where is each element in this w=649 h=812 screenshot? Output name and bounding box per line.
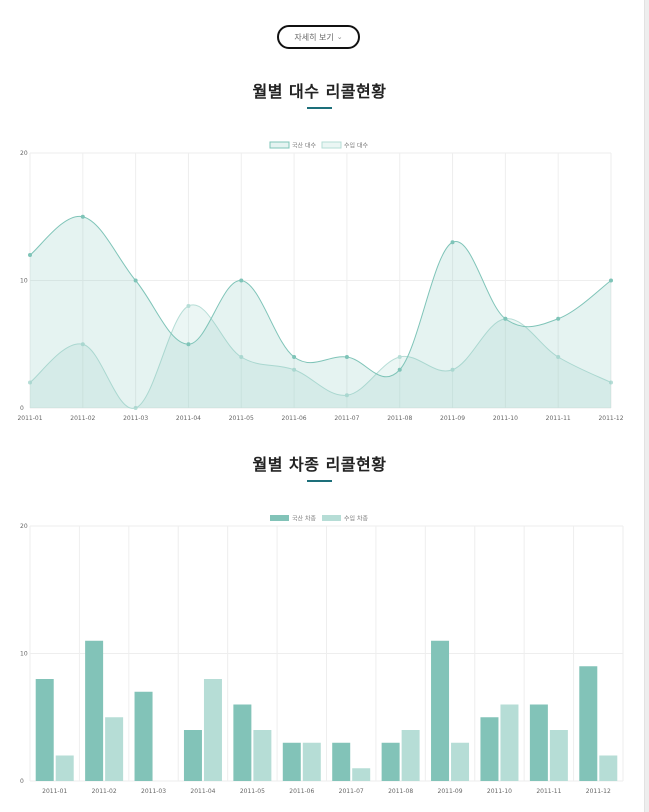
data-point (344, 355, 349, 359)
legend-swatch (322, 515, 341, 521)
y-tick-label: 0 (20, 778, 24, 785)
x-tick-label: 2011-06 (289, 788, 314, 795)
data-point (450, 240, 455, 245)
x-tick-label: 2011-10 (493, 415, 518, 422)
chart-legend: 국산 차종 수입 차종 (270, 515, 368, 523)
bar-import (55, 755, 74, 781)
x-tick-label: 2011-03 (123, 415, 148, 422)
x-tick-label: 2011-11 (536, 788, 561, 795)
view-details-button[interactable]: 자세히 보기 ⌄ (277, 25, 360, 49)
bar-domestic (233, 704, 252, 781)
data-point (239, 278, 244, 283)
view-details-label: 자세히 보기 (294, 32, 334, 42)
data-point (186, 304, 191, 308)
x-tick-label: 2011-09 (438, 788, 463, 795)
bar-import (500, 704, 519, 781)
bar-domestic (85, 640, 104, 781)
bar-domestic (480, 717, 499, 781)
bar-import (253, 730, 272, 781)
x-tick-label: 2011-04 (176, 415, 201, 422)
x-tick-label: 2011-09 (440, 415, 465, 422)
bar-domestic (35, 679, 54, 781)
data-point (556, 316, 561, 321)
legend-label: 수입 차종 (344, 515, 368, 523)
data-point (28, 253, 32, 257)
x-tick-label: 2011-05 (229, 415, 254, 422)
x-tick-label: 2011-12 (586, 788, 611, 795)
bar-import (203, 679, 222, 781)
y-tick-label: 10 (20, 651, 28, 658)
x-tick-label: 2011-01 (42, 788, 67, 795)
bar-domestic (529, 704, 548, 781)
legend-swatch (269, 141, 290, 149)
x-tick-label: 2011-08 (387, 415, 412, 422)
legend-swatch (270, 515, 289, 521)
x-tick-label: 2011-02 (70, 415, 95, 422)
data-point (556, 355, 561, 359)
recall-model-bar-chart: 국산 차종 수입 차종 0 10 20 2011-01 2011-02 2011-03 2011… (20, 515, 624, 795)
data-point (28, 380, 32, 385)
x-tick-label: 2011-12 (598, 415, 623, 422)
data-point (80, 342, 85, 347)
bar-import (549, 730, 568, 781)
scrollbar[interactable] (644, 0, 649, 812)
data-point (292, 355, 297, 359)
bar-domestic (183, 730, 202, 781)
bar-chart-title: 월별 차종 리콜현황 (252, 455, 387, 474)
x-tick-label: 2011-03 (141, 788, 166, 795)
x-tick-label: 2011-06 (282, 415, 307, 422)
data-point (133, 278, 138, 283)
data-point (397, 367, 402, 372)
series-area-domestic (30, 216, 611, 408)
data-point (344, 393, 349, 398)
legend-label: 수입 대수 (344, 142, 368, 150)
y-tick-label: 0 (20, 405, 24, 412)
x-tick-label: 2011-11 (546, 415, 571, 422)
bar-domestic (134, 691, 153, 781)
legend-label: 국산 대수 (292, 142, 316, 150)
bar-import (401, 730, 420, 781)
y-tick-label: 20 (20, 150, 28, 157)
y-tick-label: 20 (20, 523, 28, 530)
data-point (450, 367, 455, 372)
legend-swatch (321, 141, 342, 149)
data-point (609, 380, 613, 385)
line-chart-title: 월별 대수 리콜현황 (252, 82, 387, 101)
bar-domestic (381, 742, 400, 781)
chevron-down-icon: ⌄ (336, 33, 343, 41)
x-tick-label: 2011-02 (92, 788, 117, 795)
series-area-import (30, 304, 611, 409)
data-point (397, 355, 402, 359)
x-tick-label: 2011-08 (388, 788, 413, 795)
data-point (239, 355, 244, 359)
title-underline (307, 480, 332, 482)
bar-import (599, 755, 618, 781)
x-tick-label: 2011-10 (487, 788, 512, 795)
x-tick-label: 2011-01 (17, 415, 42, 422)
bar-domestic (332, 742, 351, 781)
data-point (503, 316, 508, 321)
x-tick-label: 2011-07 (334, 415, 359, 422)
recall-count-line-chart: 국산 대수 수입 대수 0 10 20 2011-01 2011-02 2011-03 2011… (17, 141, 624, 422)
chart-legend: 국산 대수 수입 대수 (269, 141, 368, 150)
title-underline (307, 107, 332, 109)
data-point (133, 406, 138, 410)
data-point (609, 278, 613, 283)
x-tick-label: 2011-04 (190, 788, 215, 795)
bar-import (105, 717, 124, 781)
data-point (186, 342, 191, 347)
y-tick-label: 10 (20, 278, 28, 285)
bar-domestic (579, 666, 598, 781)
legend-label: 국산 차종 (292, 515, 316, 523)
bar-import (451, 742, 470, 781)
x-tick-label: 2011-07 (339, 788, 364, 795)
bar-import (302, 742, 321, 781)
data-point (292, 367, 297, 372)
bar-domestic (431, 640, 450, 781)
bar-domestic (282, 742, 301, 781)
data-point (80, 214, 85, 219)
bar-import (352, 768, 371, 781)
x-tick-label: 2011-05 (240, 788, 265, 795)
